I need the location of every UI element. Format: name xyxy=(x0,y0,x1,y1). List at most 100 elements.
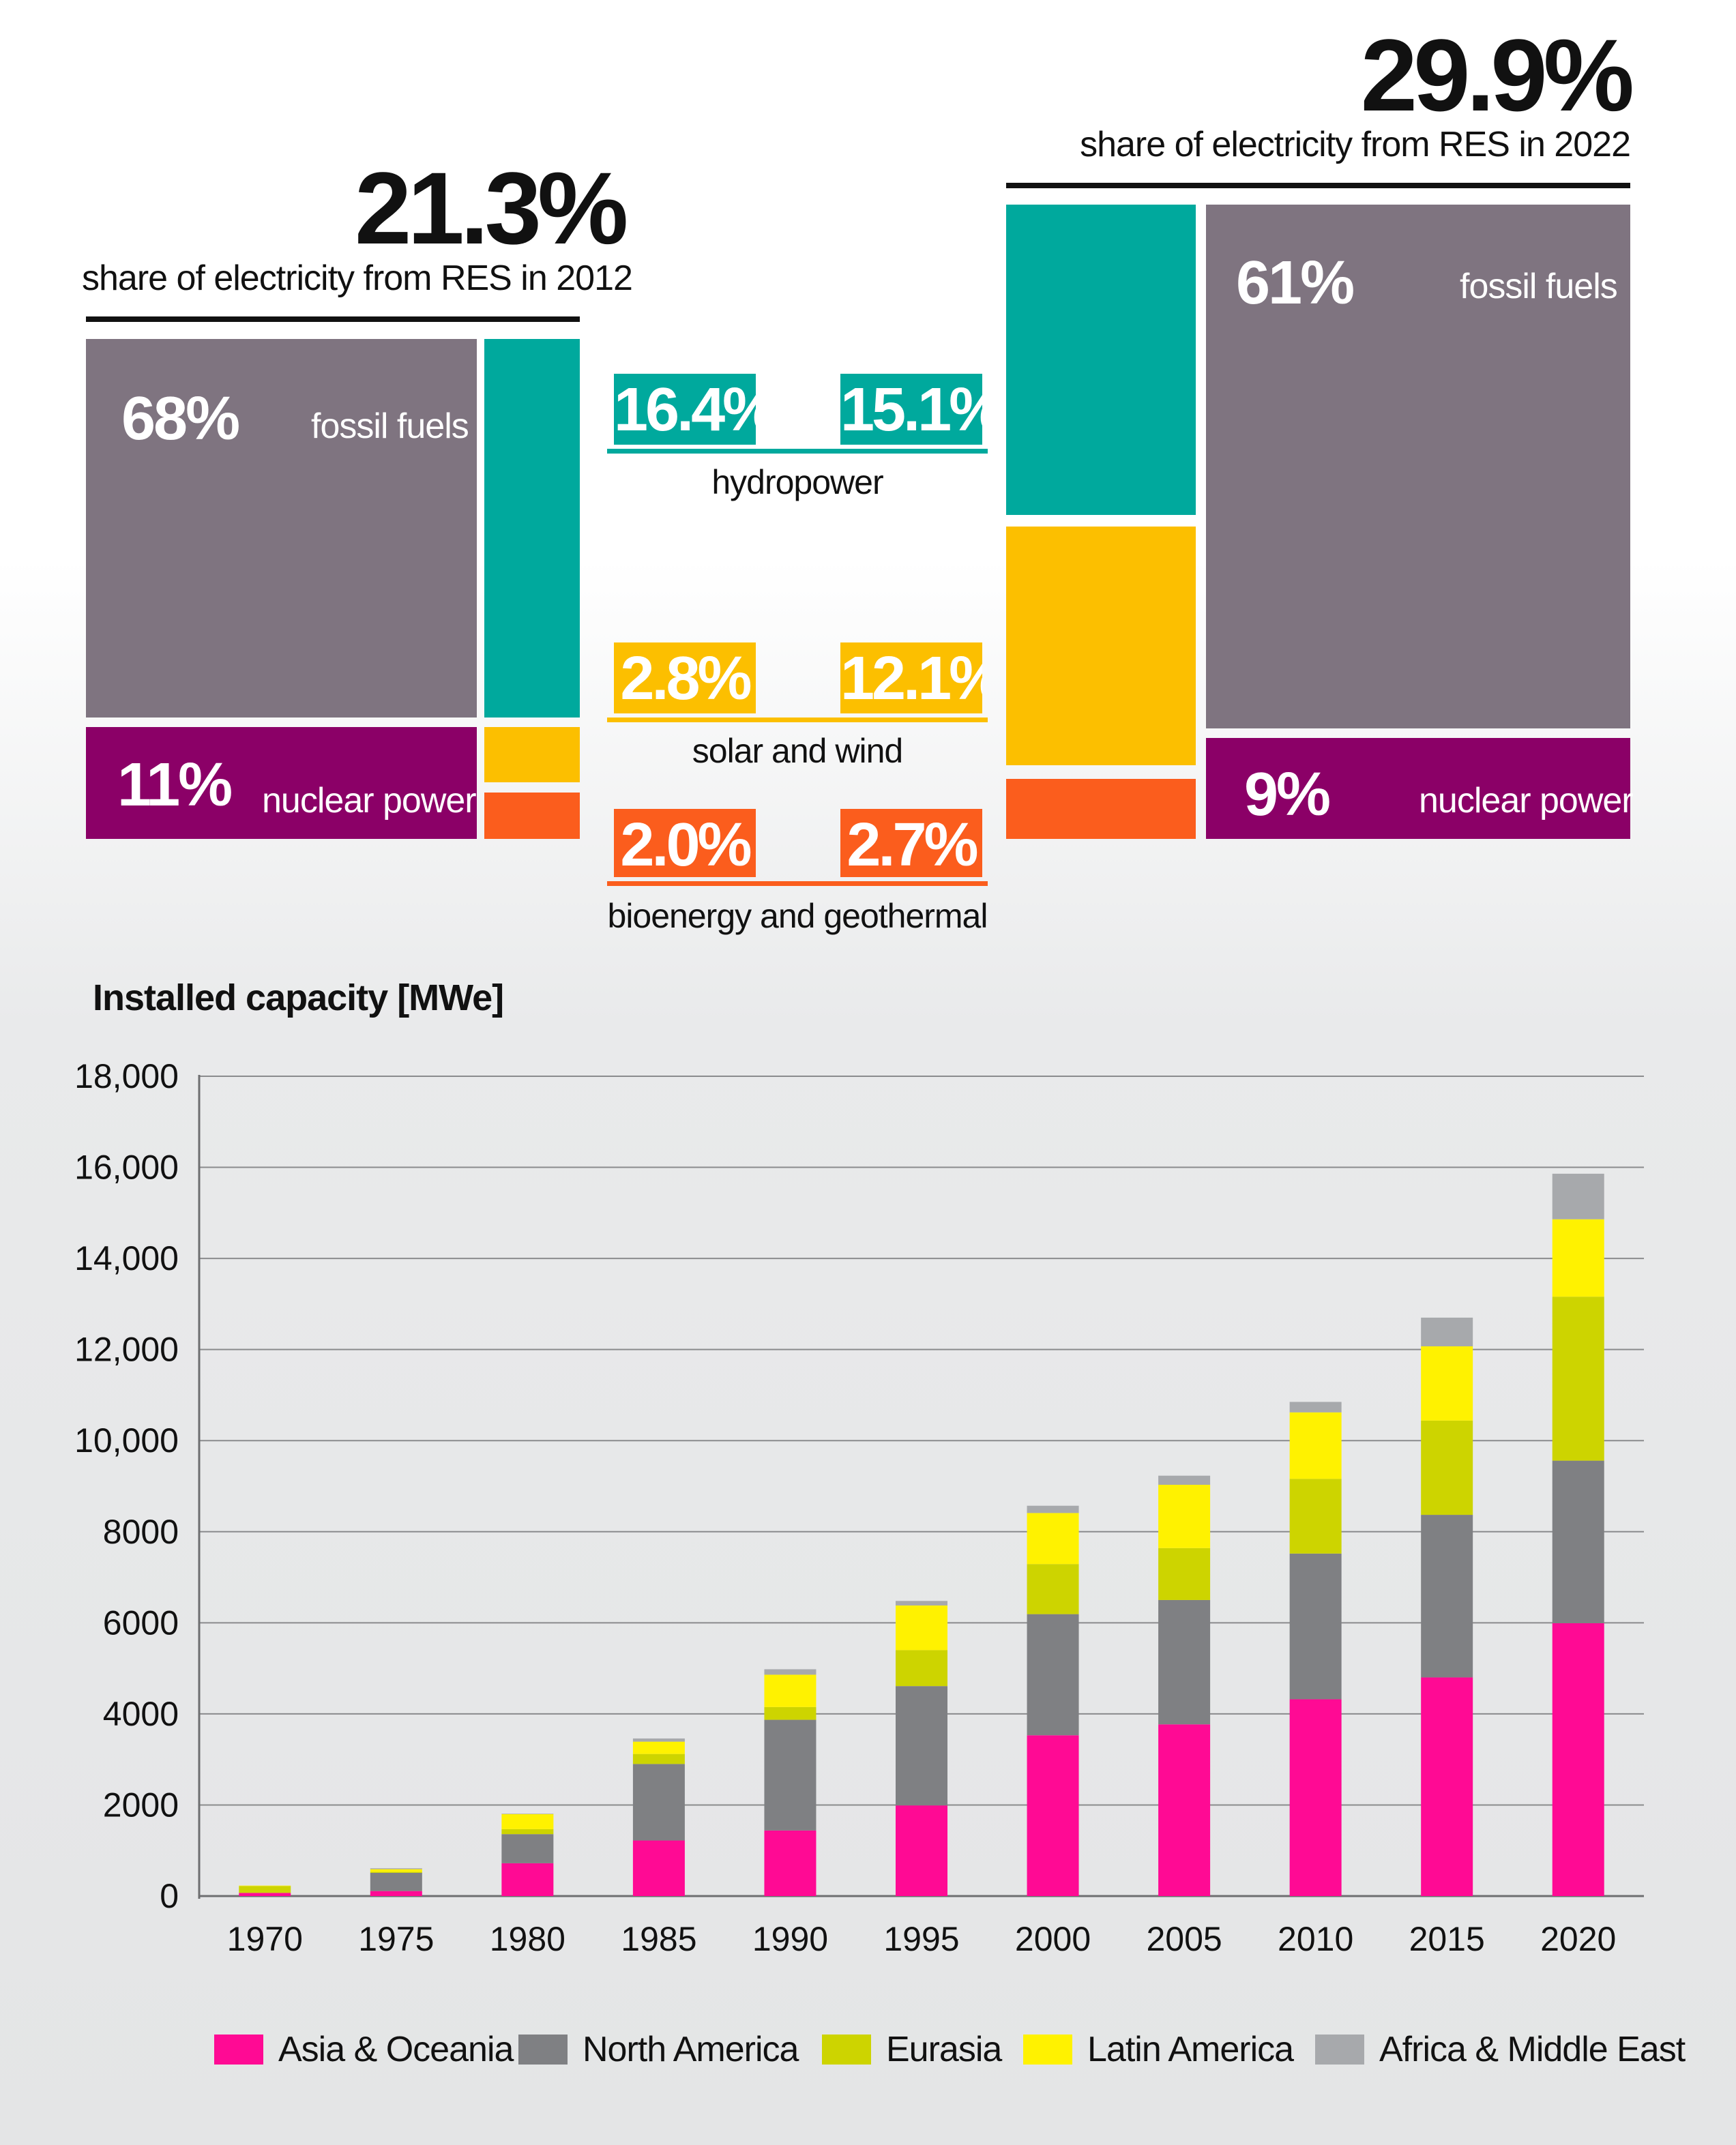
solar-wind-block-2012 xyxy=(484,727,580,782)
bar-segment xyxy=(896,1686,947,1806)
x-tick-label: 2010 xyxy=(1278,1920,1353,1958)
y-tick-label: 0 xyxy=(160,1877,179,1915)
nuclear-power-2012-label: nuclear power xyxy=(262,781,477,820)
bar-segment xyxy=(370,1869,422,1872)
bar-segment xyxy=(896,1805,947,1896)
bar-segment xyxy=(1158,1475,1211,1485)
hydropower-block-2012 xyxy=(484,339,580,718)
x-tick-label: 2000 xyxy=(1015,1920,1091,1958)
bar-segment xyxy=(632,1741,685,1754)
bar-segment xyxy=(1552,1460,1604,1624)
x-tick-label: 1975 xyxy=(358,1920,434,1958)
bar-segment xyxy=(1421,1515,1473,1678)
hydropower-2012-tag: 16.4% xyxy=(614,374,756,445)
bar-segment xyxy=(1158,1548,1211,1600)
y-tick-label: 2000 xyxy=(103,1786,179,1824)
res-share-2012-subtitle: share of electricity from RES in 2012 xyxy=(82,258,633,298)
bar-segment xyxy=(1289,1553,1342,1700)
bioenergy-block-2022 xyxy=(1006,779,1196,839)
hydropower-block-2022 xyxy=(1006,205,1196,515)
y-tick-label: 12,000 xyxy=(74,1331,179,1369)
bar-segment xyxy=(1421,1420,1473,1515)
solar-wind-label: solar and wind xyxy=(692,732,903,770)
bioenergy-2012-tag: 2.0% xyxy=(614,809,756,877)
fossil-fuels-2022-pct: 61% xyxy=(1236,249,1355,317)
legend-label: Africa & Middle East xyxy=(1379,2030,1686,2069)
x-tick-label: 2015 xyxy=(1409,1920,1485,1958)
bar-segment xyxy=(896,1605,947,1651)
x-tick-label: 1990 xyxy=(752,1920,828,1958)
legend-swatch xyxy=(214,2035,263,2065)
bar-segment xyxy=(1552,1173,1604,1219)
bar-segment xyxy=(1552,1297,1604,1461)
solar-wind-block-2022 xyxy=(1006,527,1196,765)
bar-segment xyxy=(501,1863,554,1896)
bar-segment xyxy=(764,1669,816,1675)
bioenergy-label: bioenergy and geothermal xyxy=(607,897,988,935)
bar-segment xyxy=(1421,1317,1473,1346)
x-tick-label: 1980 xyxy=(490,1920,565,1958)
bioenergy-2022-tag: 2.7% xyxy=(840,809,982,877)
bar-segment xyxy=(632,1754,685,1764)
legend-label: Asia & Oceania xyxy=(278,2030,514,2069)
bar-segment xyxy=(370,1891,422,1896)
bar-segment xyxy=(501,1814,554,1829)
legend-item: Africa & Middle East xyxy=(1315,2029,1686,2070)
legend-swatch xyxy=(1023,2035,1072,2065)
bioenergy-block-2012 xyxy=(484,793,580,839)
res-share-2022-subtitle: share of electricity from RES in 2022 xyxy=(1080,125,1631,164)
bar-segment xyxy=(896,1650,947,1687)
legend-item: Asia & Oceania xyxy=(214,2029,514,2070)
bar-segment xyxy=(1027,1505,1079,1513)
legend-label: Eurasia xyxy=(886,2030,1002,2069)
bar-segment xyxy=(501,1829,554,1835)
bar-segment xyxy=(1552,1623,1604,1896)
legend-item: Eurasia xyxy=(822,2029,1002,2070)
bar-segment xyxy=(239,1885,291,1887)
bar-segment xyxy=(239,1893,291,1896)
bar-segment xyxy=(370,1872,422,1873)
legend-item: North America xyxy=(518,2029,799,2070)
hydropower-2022-tag: 15.1% xyxy=(840,374,982,445)
bar-segment xyxy=(1158,1599,1211,1725)
x-tick-label: 1970 xyxy=(227,1920,303,1958)
fossil-fuels-2012-pct: 68% xyxy=(121,385,240,453)
solar-wind-divider xyxy=(607,718,988,722)
fossil-fuels-block-2012: 68% fossil fuels xyxy=(86,339,477,718)
nuclear-power-2022-pct: 9% xyxy=(1244,760,1331,829)
fossil-fuels-block-2022: 61% fossil fuels xyxy=(1206,205,1630,728)
legend-label: Latin America xyxy=(1087,2030,1294,2069)
bar-segment xyxy=(1027,1513,1079,1565)
bar-segment xyxy=(632,1738,685,1742)
bar-segment xyxy=(239,1886,291,1893)
bar-segment xyxy=(370,1868,422,1869)
header-rule-2012 xyxy=(86,316,580,322)
y-tick-label: 18,000 xyxy=(74,1057,179,1095)
legend-item: Latin America xyxy=(1023,2029,1294,2070)
legend-swatch xyxy=(518,2035,568,2065)
fossil-fuels-2012-label: fossil fuels xyxy=(311,406,469,446)
y-tick-label: 6000 xyxy=(103,1603,179,1642)
y-tick-label: 8000 xyxy=(103,1513,179,1551)
legend-label: North America xyxy=(583,2030,799,2069)
bar-segment xyxy=(370,1872,422,1891)
hydropower-divider xyxy=(607,449,988,454)
bar-segment xyxy=(1289,1479,1342,1554)
bioenergy-divider xyxy=(607,881,988,886)
y-tick-label: 4000 xyxy=(103,1695,179,1733)
nuclear-power-block-2012: 11% nuclear power xyxy=(86,727,477,839)
bar-segment xyxy=(632,1764,685,1841)
bar-segment xyxy=(501,1834,554,1863)
header-rule-2022 xyxy=(1006,183,1630,188)
solar-wind-2012-tag: 2.8% xyxy=(614,642,756,713)
bar-segment xyxy=(632,1840,685,1896)
y-tick-label: 14,000 xyxy=(74,1239,179,1277)
bar-segment xyxy=(1158,1484,1211,1548)
x-tick-label: 1985 xyxy=(621,1920,696,1958)
bar-segment xyxy=(1158,1724,1211,1896)
hydropower-label: hydropower xyxy=(711,463,883,501)
res-share-2022-value: 29.9% xyxy=(1360,18,1634,132)
y-tick-label: 10,000 xyxy=(74,1421,179,1460)
res-share-2012-value: 21.3% xyxy=(355,151,628,265)
bar-segment xyxy=(1421,1677,1473,1896)
